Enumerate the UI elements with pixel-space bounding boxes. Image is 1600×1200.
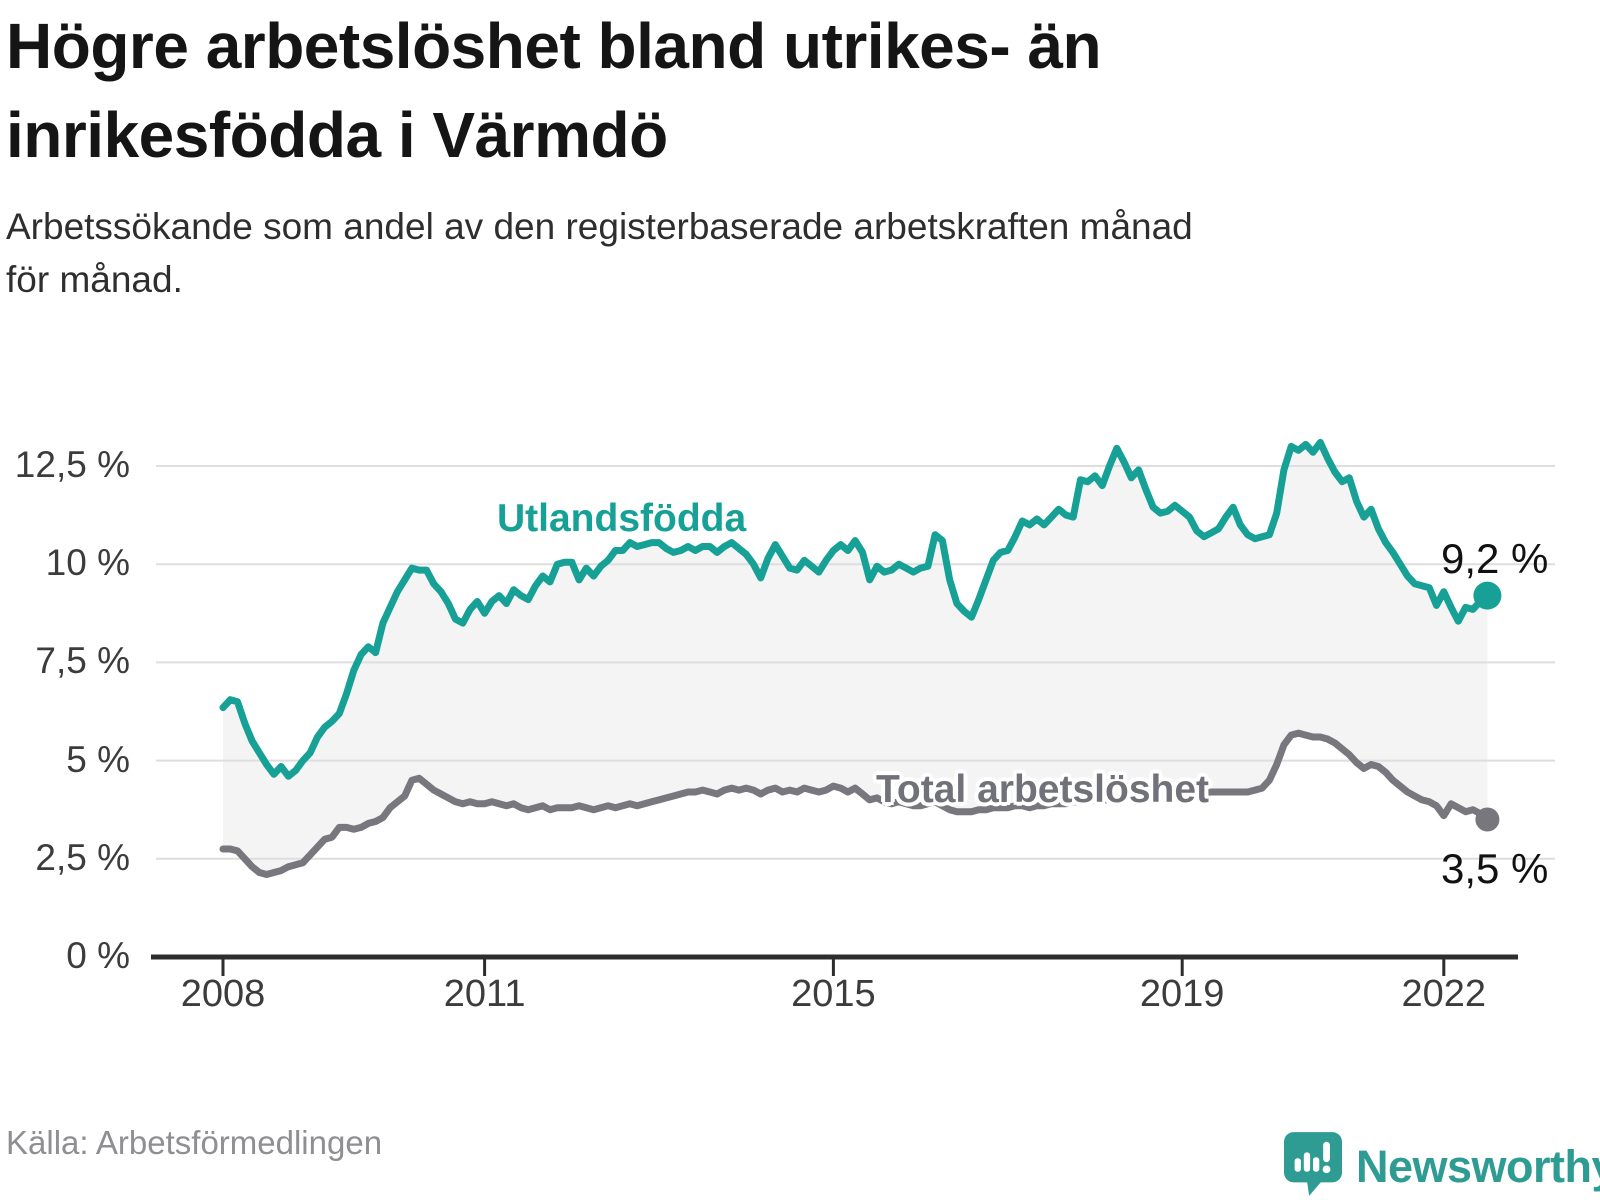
y-tick-label: 0 % xyxy=(66,935,130,976)
y-tick-label: 2,5 % xyxy=(35,836,130,878)
series-end-dot-total xyxy=(1475,807,1500,832)
x-tick-label: 2008 xyxy=(180,973,266,1015)
newsworthy-logo-text: Newsworthy xyxy=(1356,1140,1600,1192)
newsworthy-logo-icon xyxy=(1284,1132,1342,1200)
y-tick-label: 12,5 % xyxy=(14,444,130,485)
x-tick-label: 2015 xyxy=(791,973,876,1015)
series-line-utlandsfodda xyxy=(219,438,1491,780)
y-tick-label: 5 % xyxy=(66,738,130,780)
source-text: Källa: Arbetsförmedlingen xyxy=(6,1124,383,1161)
y-tick-label: 10 % xyxy=(45,542,130,584)
page-subtitle: Arbetssökande som andel av den registerb… xyxy=(6,206,1193,300)
x-tick-label: 2011 xyxy=(443,973,526,1015)
fill-between-series xyxy=(223,442,1488,875)
series-label-total: Total arbetslöshet xyxy=(876,768,1210,811)
x-tick-label: 2019 xyxy=(1139,973,1225,1015)
end-value-label-total: 3,5 % xyxy=(1441,845,1549,892)
end-value-label-utlandsfodda: 9,2 % xyxy=(1441,535,1549,582)
series-label-utlandsfodda: Utlandsfödda xyxy=(497,497,747,540)
series-end-dot-utlandsfodda xyxy=(1473,581,1502,610)
series-line-total xyxy=(219,729,1491,878)
x-tick-label: 2022 xyxy=(1401,973,1487,1015)
page-title: Högre arbetslöshet bland utrikes- än inr… xyxy=(6,10,1102,171)
newsworthy-brand: Newsworthy xyxy=(1284,1132,1600,1200)
y-tick-label: 7,5 % xyxy=(35,640,130,682)
